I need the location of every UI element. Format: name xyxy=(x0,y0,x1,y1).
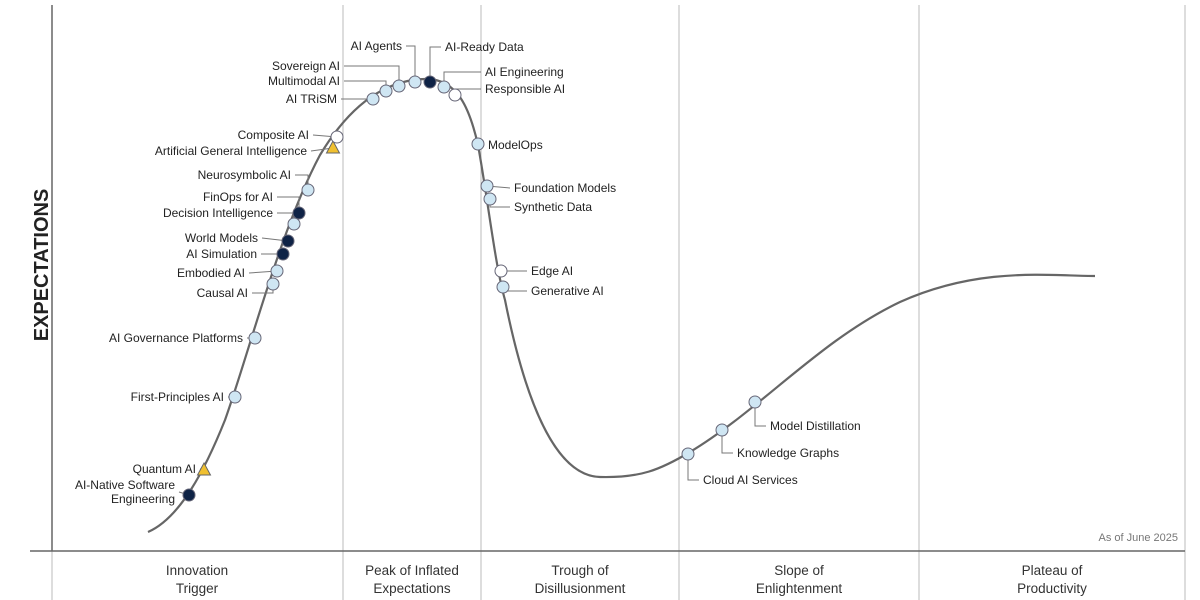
leader-line xyxy=(687,454,699,481)
technology-label: AI-Native Software Engineering xyxy=(74,478,175,506)
marker xyxy=(379,84,393,98)
note: As of June 2025 xyxy=(1098,532,1178,544)
marker xyxy=(494,264,508,278)
technology-label: Multimodal AI xyxy=(267,74,340,88)
technology-label: Decision Intelligence xyxy=(162,206,273,220)
marker xyxy=(480,179,494,193)
marker xyxy=(281,234,295,248)
marker xyxy=(182,488,196,502)
marker xyxy=(715,423,729,437)
marker xyxy=(325,139,341,154)
phase-label: Plateau of xyxy=(1022,563,1083,578)
marker xyxy=(392,79,406,93)
marker xyxy=(408,75,422,89)
technology-label: Knowledge Graphs xyxy=(737,446,840,460)
phase-label: Trough of xyxy=(551,563,609,578)
technology-label: AI Governance Platforms xyxy=(108,331,243,345)
technology-label: Neurosymbolic AI xyxy=(197,168,291,182)
marker xyxy=(301,183,315,197)
technology-label: World Models xyxy=(184,231,258,245)
leader-line xyxy=(429,46,441,82)
phase-label: Disillusionment xyxy=(535,581,626,596)
phase-label: Enlightenment xyxy=(756,581,843,596)
marker xyxy=(266,277,280,291)
technology-label: FinOps for AI xyxy=(202,190,273,204)
marker xyxy=(483,192,497,206)
technology-label: First-Principles AI xyxy=(130,390,224,404)
marker xyxy=(292,206,306,220)
marker xyxy=(228,390,242,404)
marker xyxy=(748,395,762,409)
technology-label: Foundation Models xyxy=(514,181,617,195)
technology-label: Generative AI xyxy=(531,284,604,298)
phase-label: Innovation xyxy=(166,563,228,578)
leader-line xyxy=(754,402,766,427)
dividers xyxy=(342,5,1186,600)
technology-label: AI TRiSM xyxy=(285,92,337,106)
marker xyxy=(270,264,284,278)
phase-label: Trigger xyxy=(176,581,219,596)
technology-label: ModelOps xyxy=(488,138,543,152)
marker xyxy=(471,137,485,151)
technology-label: Responsible AI xyxy=(485,82,566,96)
technology-label: Model Distillation xyxy=(770,419,861,433)
technology-label: Causal AI xyxy=(196,286,248,300)
marker xyxy=(330,130,344,144)
technology-label: AI-Ready Data xyxy=(445,40,524,54)
marker xyxy=(448,88,462,102)
technology-label: Artificial General Intelligence xyxy=(154,144,307,158)
technology-label: Synthetic Data xyxy=(514,200,593,214)
phase-label: Slope of xyxy=(774,563,824,578)
phase-label: Peak of Inflated xyxy=(365,563,459,578)
y-axis-label: EXPECTATIONS xyxy=(31,189,53,342)
marker xyxy=(366,92,380,106)
marker xyxy=(496,280,510,294)
technology-label: AI Simulation xyxy=(186,247,257,261)
technology-label: Edge AI xyxy=(531,264,574,278)
technology-label: Quantum AI xyxy=(132,462,196,476)
technology-label: Sovereign AI xyxy=(271,59,340,73)
technology-label: AI Agents xyxy=(350,39,402,53)
phase-label: Productivity xyxy=(1017,581,1087,596)
technology-label: Composite AI xyxy=(237,128,309,142)
technology-label: AI Engineering xyxy=(485,65,564,79)
technology-label: Embodied AI xyxy=(176,266,245,280)
leader-line xyxy=(721,430,733,454)
marker xyxy=(276,247,290,261)
leader-line xyxy=(406,45,416,82)
marker xyxy=(437,80,451,94)
phase-label: Expectations xyxy=(373,581,451,596)
marker xyxy=(423,75,437,89)
leader-line xyxy=(344,65,400,86)
marker xyxy=(248,331,262,345)
marker xyxy=(681,447,695,461)
marker xyxy=(287,217,301,231)
technology-label: Cloud AI Services xyxy=(703,473,798,487)
marker xyxy=(196,461,212,476)
